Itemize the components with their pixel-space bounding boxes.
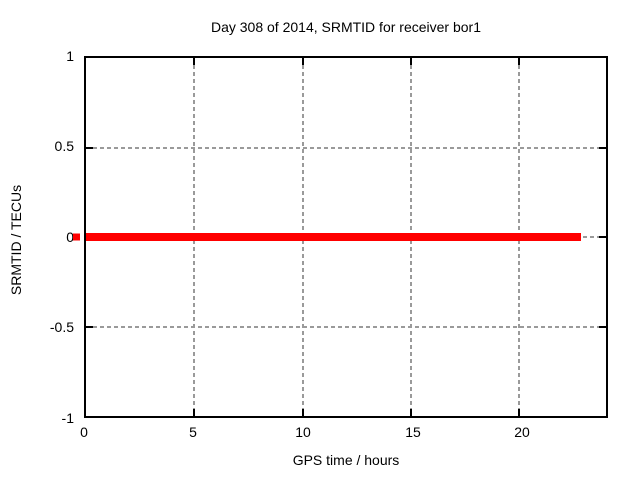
series-line [86,233,582,241]
x-tick-label-20: 20 [514,424,530,440]
tick-x-5-top [193,58,196,65]
x-tick-label-15: 15 [405,424,421,440]
x-tick-label-5: 5 [189,424,197,440]
y-tick-label-1: 1 [66,48,74,64]
tick-x-15-top [410,58,412,65]
gridline-y-0p5 [86,146,606,149]
y-tick-label-0: 0 [66,229,74,245]
x-tick-label-0: 0 [80,424,88,440]
series-left-nub [73,233,80,241]
chart-title: Day 308 of 2014, SRMTID for receiver bor… [210,19,481,35]
x-tick-label-10: 10 [295,424,311,440]
tick-y-0p5-left [86,146,93,149]
y-tick-label-0p5: 0.5 [54,138,74,154]
tick-y-0-right [599,236,606,238]
tick-y-m0p5-left [86,325,93,328]
plot-area [73,56,608,418]
x-axis-label: GPS time / hours [292,452,400,468]
tick-x-10-top [301,58,304,65]
tick-y-0p5-right [599,146,606,149]
y-tick-label-m1: -1 [61,410,74,426]
tick-x-20-top [518,58,521,65]
gridline-y-m0p5 [86,325,606,328]
tick-y-m0p5-right [599,325,606,328]
tick-x-5-bottom [193,409,196,416]
tick-x-20-bottom [518,409,521,416]
tick-x-15-bottom [410,409,412,416]
y-tick-label-m0p5: -0.5 [49,319,74,335]
tick-x-10-bottom [301,409,304,416]
y-axis-label: SRMTID / TECUs [8,184,24,296]
